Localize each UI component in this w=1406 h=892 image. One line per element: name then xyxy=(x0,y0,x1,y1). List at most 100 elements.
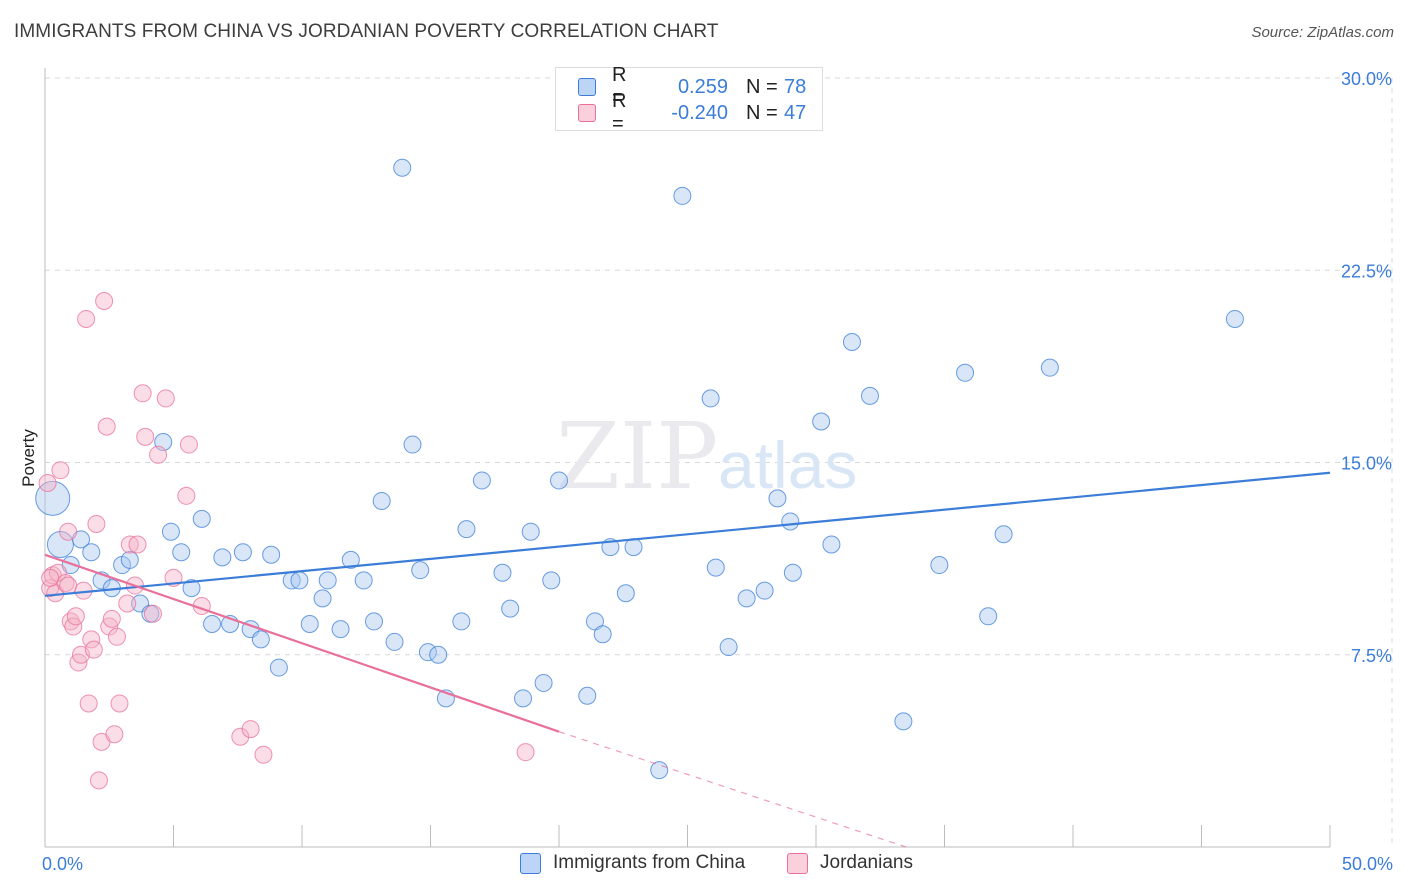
china-point xyxy=(701,389,720,408)
china-point xyxy=(120,550,139,569)
jordanian-point xyxy=(107,627,126,646)
jordanian-point xyxy=(61,612,80,631)
china-point xyxy=(182,579,201,598)
jordanian-point xyxy=(59,576,78,595)
jordanian-point xyxy=(79,694,98,713)
china-point xyxy=(624,538,643,557)
china-point xyxy=(501,599,520,618)
y-tick-label: 30.0% xyxy=(1341,69,1392,89)
china-point xyxy=(1225,309,1244,328)
china-point xyxy=(46,531,74,559)
china-point xyxy=(650,761,669,780)
jordanian-point xyxy=(143,604,162,623)
china-point xyxy=(269,658,288,677)
china-point xyxy=(737,589,756,608)
jordanian-point xyxy=(51,461,70,480)
stats-row-china: R = 0.259 N = 78 xyxy=(578,64,807,109)
china-point xyxy=(452,612,471,631)
y-tick-label: 22.5% xyxy=(1341,261,1392,281)
jordanians-swatch xyxy=(578,104,596,122)
china-point xyxy=(372,491,391,510)
jordanian-point xyxy=(231,727,250,746)
chart-title: IMMIGRANTS FROM CHINA VS JORDANIAN POVER… xyxy=(14,21,719,42)
jordanian-point xyxy=(84,640,103,659)
china-point xyxy=(418,643,437,662)
jordanian-point xyxy=(82,630,101,649)
n-value: 78 xyxy=(784,75,807,98)
jordanian-point xyxy=(77,309,96,328)
china-point xyxy=(616,584,635,603)
china-point xyxy=(331,620,350,639)
trend-lines xyxy=(44,471,1331,848)
jordanians-legend-swatch xyxy=(787,852,808,874)
china-point xyxy=(364,612,383,631)
china-point xyxy=(262,545,281,564)
legend-label: Immigrants from China xyxy=(553,852,746,873)
r-label: R = xyxy=(612,90,627,135)
china-point xyxy=(550,471,568,490)
china-point xyxy=(403,435,422,454)
china-point xyxy=(393,158,412,177)
n-label: N = xyxy=(746,101,778,124)
china-point xyxy=(578,686,597,705)
china-point xyxy=(82,543,101,562)
china-point xyxy=(706,558,725,577)
watermark-zip: ZIP xyxy=(556,403,718,510)
china-point xyxy=(521,522,540,541)
china-point xyxy=(203,614,222,633)
china-point xyxy=(593,625,612,644)
x-tick-label: 0.0% xyxy=(42,854,83,874)
china-point xyxy=(313,589,332,608)
jordanian-point xyxy=(156,389,175,408)
china-point xyxy=(213,548,232,567)
jordanian-point xyxy=(95,292,114,311)
china-point xyxy=(719,638,738,657)
china-legend-swatch xyxy=(520,852,541,874)
legend-item-china[interactable]: Immigrants from China xyxy=(520,852,745,874)
n-label: N = xyxy=(746,75,778,98)
jordanian-point xyxy=(177,486,196,505)
china-point xyxy=(514,689,533,708)
china-point xyxy=(385,632,404,651)
y-tick-label: 15.0% xyxy=(1341,454,1392,474)
jordanian-point xyxy=(136,427,155,446)
china-point xyxy=(979,607,998,626)
china-point xyxy=(251,630,270,649)
jordanian-point xyxy=(66,607,85,626)
china-point xyxy=(192,509,211,528)
china-point xyxy=(493,563,512,582)
stats-box: R = 0.259 N = 78 R = -0.240 N = 47 xyxy=(555,64,823,135)
axes xyxy=(44,68,1331,848)
china-point xyxy=(318,571,337,590)
stats-row-jordanians: R = -0.240 N = 47 xyxy=(578,90,807,135)
tick-labels: 7.5% 15.0% 22.5% 30.0% 0.0% 50.0% xyxy=(42,69,1393,874)
china-point xyxy=(35,480,71,516)
china-point xyxy=(812,412,831,431)
china-point xyxy=(161,522,180,541)
jordanian-trend-line xyxy=(44,553,560,733)
china-point xyxy=(542,571,561,590)
jordanian-trend-extension xyxy=(558,731,907,848)
china-point xyxy=(783,563,802,582)
jordanian-point xyxy=(59,522,78,541)
china-point xyxy=(768,489,787,508)
n-value: 47 xyxy=(784,101,807,124)
jordanian-point xyxy=(516,743,535,762)
jordanian-point xyxy=(179,435,198,454)
china-point xyxy=(860,386,879,405)
r-value: -0.240 xyxy=(671,101,728,124)
china-point xyxy=(755,581,774,600)
r-label: R = xyxy=(612,64,627,109)
jordanian-point xyxy=(97,417,116,436)
china-swatch xyxy=(578,78,596,96)
jordanian-point xyxy=(89,771,108,790)
china-point xyxy=(994,525,1013,544)
china-point xyxy=(1040,358,1059,377)
legend-item-jordanians[interactable]: Jordanians xyxy=(787,852,913,874)
jordanian-point xyxy=(110,694,129,713)
china-point xyxy=(290,571,309,590)
china-point xyxy=(534,673,553,692)
china-point xyxy=(457,520,476,539)
china-point xyxy=(673,186,692,205)
